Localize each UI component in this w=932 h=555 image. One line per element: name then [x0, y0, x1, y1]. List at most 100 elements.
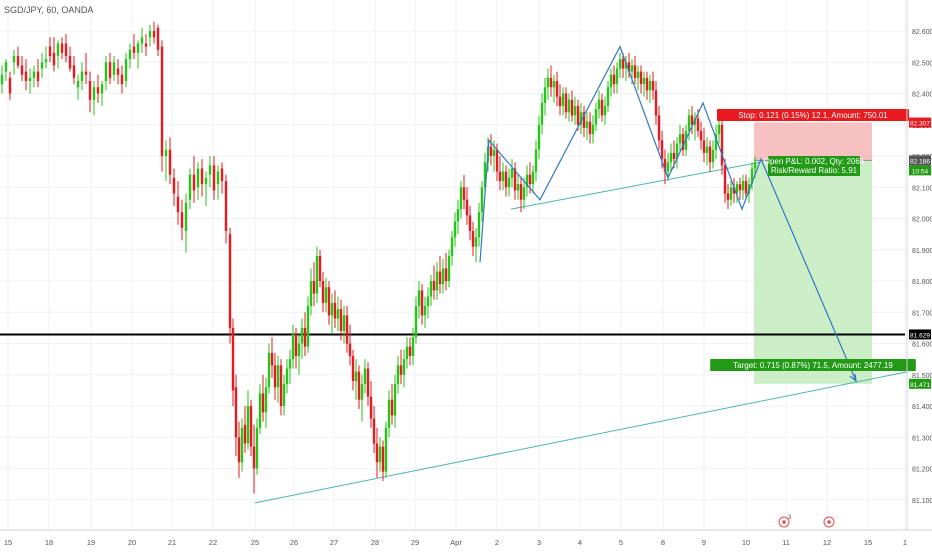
candle — [567, 93, 571, 122]
candle — [315, 246, 319, 303]
candle-body — [516, 184, 520, 191]
candle-body — [750, 168, 754, 185]
candle — [249, 399, 253, 456]
candle-body — [136, 43, 140, 53]
candle — [651, 71, 655, 100]
candle — [606, 81, 610, 113]
candle — [291, 324, 295, 369]
candle — [507, 168, 511, 197]
candle — [196, 162, 200, 200]
candle — [603, 96, 607, 125]
candle — [288, 349, 292, 385]
candle — [645, 71, 649, 100]
candle — [360, 374, 364, 422]
candle — [393, 374, 397, 428]
candle — [267, 343, 271, 394]
candle-body — [732, 187, 736, 194]
candle-body — [660, 140, 664, 160]
candle-body — [276, 365, 280, 388]
candle-body — [723, 165, 727, 194]
target-label-bg — [710, 359, 916, 371]
candle — [212, 156, 216, 200]
candle — [543, 77, 547, 116]
candle — [88, 71, 92, 113]
candle-body — [645, 77, 649, 91]
candle-body — [447, 256, 451, 281]
x-tick-label: 22 — [209, 538, 217, 547]
candle-body — [351, 356, 355, 381]
candle — [441, 259, 445, 294]
candle — [28, 68, 32, 94]
candle-body — [234, 387, 238, 438]
candle — [351, 349, 355, 391]
candle-body — [651, 81, 655, 91]
x-tick-label: 8 — [661, 538, 665, 547]
candle-body — [639, 71, 643, 85]
projection-arrowhead — [849, 373, 857, 383]
candle — [423, 296, 427, 328]
candle-body — [378, 446, 382, 463]
candle-body — [582, 112, 586, 128]
candle-body — [172, 177, 176, 194]
candle-body — [528, 174, 532, 185]
x-tick-label: 1 — [903, 538, 907, 547]
candle — [546, 68, 550, 100]
candle-body — [285, 368, 289, 385]
candle-body — [164, 149, 168, 156]
candle-body — [585, 121, 589, 128]
candle — [459, 181, 463, 219]
candle-body — [657, 115, 661, 141]
candle — [570, 90, 574, 122]
candle — [387, 390, 391, 438]
candle-body — [468, 215, 472, 231]
candle-body — [140, 37, 144, 44]
candle-body — [357, 371, 361, 400]
x-tick-label: 19 — [87, 538, 95, 547]
candle — [729, 181, 733, 206]
candle-body — [345, 315, 349, 344]
candle — [675, 137, 679, 169]
candle — [76, 74, 80, 100]
candle — [588, 112, 592, 144]
candle — [627, 52, 631, 78]
candle — [294, 327, 298, 369]
x-tick-label: 20 — [128, 538, 136, 547]
candle-body — [720, 124, 724, 166]
candle — [36, 59, 40, 88]
candle-body — [36, 71, 40, 81]
candle — [435, 262, 439, 300]
candle — [642, 71, 646, 97]
risk-reward-label: Risk/Reward Ratio: 5.91 — [771, 166, 858, 175]
candle-body — [501, 171, 505, 181]
candle — [618, 52, 622, 78]
candle-body — [303, 327, 307, 347]
candle — [723, 159, 727, 203]
candle — [333, 290, 337, 328]
candle-body — [294, 334, 298, 356]
candle-body — [699, 131, 703, 141]
candle — [64, 34, 68, 63]
candle-body — [88, 81, 92, 100]
candle — [489, 134, 493, 166]
candle-body — [450, 237, 454, 256]
candle-body — [68, 56, 72, 69]
candle-body — [100, 84, 104, 94]
candle-body — [522, 187, 526, 200]
candle — [282, 374, 286, 416]
candle — [708, 140, 712, 172]
candle-body — [387, 399, 391, 428]
candle — [204, 171, 208, 206]
candle — [564, 87, 568, 119]
candle-body — [672, 152, 676, 160]
candle-body — [360, 384, 364, 400]
candle-body — [429, 281, 433, 297]
candle — [128, 43, 132, 69]
pnl-label-bg — [768, 156, 860, 176]
candle — [24, 59, 28, 91]
candle — [180, 199, 184, 241]
candle-body — [456, 209, 460, 222]
candle-body — [196, 168, 200, 188]
